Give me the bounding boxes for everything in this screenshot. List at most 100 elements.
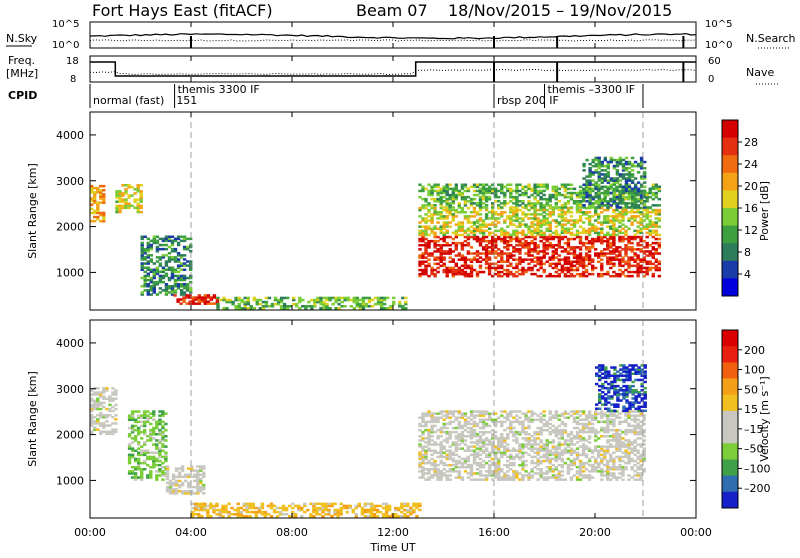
heatmap-cell: [315, 507, 318, 510]
heatmap-cell: [530, 439, 533, 442]
heatmap-cell: [497, 261, 500, 264]
heatmap-cell: [418, 269, 421, 272]
heatmap-cell: [555, 474, 558, 477]
heatmap-cell: [561, 474, 564, 477]
heatmap-cell: [494, 200, 497, 203]
heatmap-cell: [512, 427, 515, 430]
heatmap-cell: [161, 410, 164, 413]
cpid-segment: themis –3300 IF: [548, 83, 636, 96]
heatmap-cell: [424, 256, 427, 259]
heatmap-cell: [458, 466, 461, 469]
heatmap-cell: [404, 301, 407, 304]
heatmap-cell: [488, 412, 491, 415]
heatmap-cell: [430, 439, 433, 442]
heatmap-cell: [96, 216, 99, 219]
heatmap-cell: [497, 196, 500, 199]
heatmap-cell: [543, 476, 546, 479]
heatmap-cell: [259, 303, 262, 306]
heatmap-cell: [199, 465, 202, 468]
heatmap-cell: [485, 223, 488, 226]
heatmap-cell: [96, 201, 99, 204]
heatmap-cell: [503, 410, 506, 413]
heatmap-cell: [446, 207, 449, 210]
heatmap-cell: [488, 186, 491, 189]
heatmap-cell: [633, 252, 636, 255]
heatmap-cell: [536, 244, 539, 247]
heatmap-cell: [418, 254, 421, 256]
heatmap-cell: [140, 431, 143, 434]
heatmap-cell: [518, 431, 521, 434]
heatmap-cell: [533, 265, 536, 268]
heatmap-cell: [271, 303, 274, 306]
heatmap-cell: [652, 192, 655, 195]
heatmap-cell: [597, 412, 600, 415]
heatmap-cell: [464, 190, 467, 193]
heatmap-cell: [619, 184, 622, 187]
heatmap-cell: [202, 465, 205, 468]
heatmap-cell: [90, 185, 93, 188]
heatmap-cell: [191, 511, 194, 514]
heatmap-cell: [524, 437, 527, 440]
heatmap-cell: [609, 275, 612, 278]
heatmap-cell: [473, 202, 476, 205]
heatmap-cell: [585, 236, 588, 239]
heatmap-cell: [227, 503, 230, 506]
heatmap-cell: [137, 421, 140, 424]
heatmap-cell: [433, 431, 436, 434]
heatmap-cell: [561, 412, 564, 415]
heatmap-cell: [430, 204, 433, 207]
heatmap-cell: [609, 429, 612, 432]
heatmap-cell: [452, 213, 455, 216]
heatmap-cell: [476, 202, 479, 205]
heatmap-cell: [494, 435, 497, 438]
heatmap-cell: [470, 410, 473, 413]
heatmap-cell: [549, 466, 552, 469]
heatmap-cell: [543, 215, 546, 218]
heatmap-cell: [458, 417, 461, 420]
heatmap-cell: [131, 437, 134, 440]
heatmap-cell: [222, 307, 225, 310]
heatmap-cell: [473, 184, 476, 187]
heatmap-cell: [280, 297, 283, 300]
heatmap-cell: [482, 431, 485, 434]
heatmap-cell: [567, 417, 570, 420]
heatmap-cell: [473, 190, 476, 193]
heatmap-cell: [518, 184, 521, 187]
heatmap-cell: [147, 254, 150, 257]
heatmap-cell: [433, 190, 436, 193]
heatmap-cell: [418, 476, 421, 479]
heatmap-cell: [552, 414, 555, 417]
heatmap-cell: [588, 421, 591, 424]
heatmap-cell: [467, 200, 470, 203]
heatmap-cell: [421, 425, 424, 428]
heatmap-cell: [331, 297, 334, 300]
heatmap-cell: [341, 297, 344, 300]
heatmap-cell: [555, 202, 558, 205]
heatmap-cell: [591, 456, 594, 459]
heatmap-cell: [392, 297, 395, 300]
heatmap-cell: [500, 433, 503, 436]
heatmap-cell: [539, 190, 542, 193]
heatmap-cell: [249, 515, 252, 518]
heatmap-cell: [137, 476, 140, 479]
heatmap-cell: [162, 275, 165, 278]
heatmap-cell: [524, 452, 527, 455]
heatmap-cell: [515, 207, 518, 210]
heatmap-cell: [621, 265, 624, 268]
heatmap-cell: [652, 221, 655, 224]
heatmap-cell: [479, 256, 482, 259]
heatmap-cell: [446, 474, 449, 477]
heatmap-cell: [307, 305, 310, 308]
heatmap-cell: [180, 236, 183, 239]
heatmap-cell: [536, 190, 539, 193]
heatmap-cell: [105, 424, 108, 427]
heatmap-cell: [570, 261, 573, 264]
heatmap-cell: [421, 454, 424, 457]
heatmap-cell: [530, 419, 533, 422]
heatmap-cell: [609, 419, 612, 422]
heatmap-cell: [473, 269, 476, 272]
heatmap-cell: [137, 452, 140, 455]
heatmap-cell: [283, 303, 286, 306]
heatmap-cell: [494, 445, 497, 448]
heatmap-cell: [427, 202, 430, 205]
